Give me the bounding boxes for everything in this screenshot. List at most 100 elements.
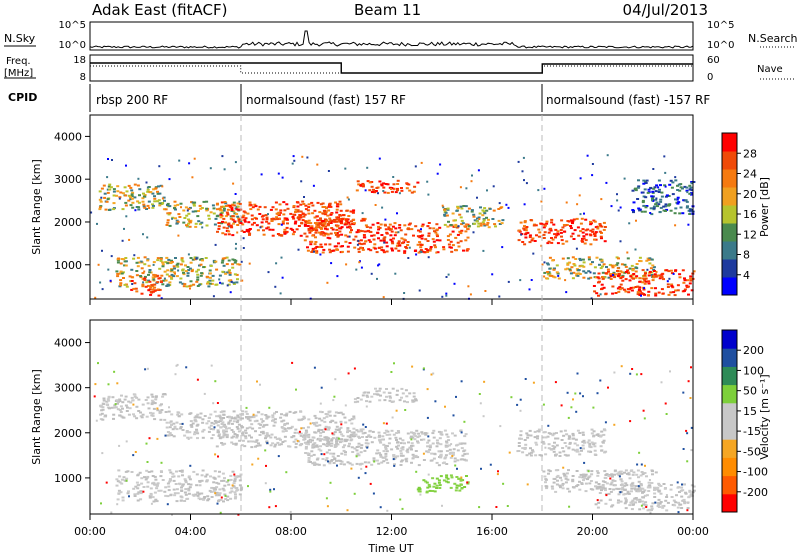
scatter-cell bbox=[314, 424, 318, 427]
scatter-cell bbox=[383, 191, 387, 194]
scatter-cell bbox=[346, 226, 350, 229]
scatter-cell bbox=[547, 443, 551, 446]
scatter-cell bbox=[352, 222, 356, 225]
scatter-cell bbox=[132, 454, 135, 457]
scatter-cell bbox=[168, 469, 172, 472]
scatter-cell bbox=[530, 451, 534, 454]
scatter-cell bbox=[118, 475, 122, 478]
scatter-cell bbox=[260, 173, 263, 176]
scatter-cell bbox=[257, 422, 261, 425]
scatter-cell bbox=[584, 218, 588, 221]
scatter-cell bbox=[590, 432, 594, 435]
scatter-cell bbox=[289, 227, 293, 230]
scatter-cell bbox=[407, 257, 410, 259]
nsky-trace bbox=[89, 30, 694, 49]
scatter-cell bbox=[210, 486, 214, 489]
scatter-cell bbox=[346, 196, 349, 199]
scatter-cell bbox=[359, 462, 363, 465]
scatter-cell bbox=[641, 473, 645, 476]
scatter-cell bbox=[232, 410, 236, 413]
scatter-cell bbox=[194, 222, 198, 225]
scatter-cell bbox=[309, 454, 313, 457]
scatter-cell bbox=[647, 274, 651, 277]
scatter-cell bbox=[507, 206, 510, 209]
scatter-cell bbox=[348, 462, 352, 465]
scatter-cell bbox=[398, 192, 401, 195]
scatter-cell bbox=[347, 221, 351, 224]
scatter-cell bbox=[575, 268, 579, 271]
scatter-cell bbox=[220, 418, 224, 421]
scatter-cell bbox=[561, 484, 564, 487]
scatter-cell bbox=[581, 258, 585, 261]
scatter-cell bbox=[291, 162, 294, 165]
scatter-cell bbox=[630, 501, 634, 504]
scatter-cell bbox=[510, 396, 513, 399]
scatter-cell bbox=[265, 440, 269, 443]
scatter-cell bbox=[123, 260, 127, 263]
scatter-cell bbox=[426, 180, 429, 183]
scatter-cell bbox=[640, 484, 643, 487]
scatter-cell bbox=[188, 431, 192, 434]
scatter-cell bbox=[455, 209, 459, 212]
scatter-cell bbox=[266, 226, 270, 229]
scatter-cell bbox=[170, 424, 173, 426]
scatter-cell bbox=[228, 491, 232, 494]
scatter-cell bbox=[227, 259, 231, 262]
scatter-cell bbox=[196, 268, 200, 271]
scatter-cell bbox=[657, 186, 660, 189]
scatter-cell bbox=[265, 464, 267, 467]
scatter-cell bbox=[143, 476, 146, 479]
scatter-cell bbox=[473, 222, 477, 225]
scatter-cell bbox=[453, 460, 457, 463]
scatter-cell bbox=[642, 195, 646, 198]
scatter-cell bbox=[327, 460, 329, 463]
scatter-cell bbox=[578, 273, 582, 275]
scatter-cell bbox=[276, 441, 280, 444]
scatter-cell bbox=[637, 185, 641, 188]
scatter-cell bbox=[608, 263, 612, 266]
scatter-cell bbox=[435, 233, 439, 236]
scatter-cell bbox=[118, 398, 122, 401]
scatter-cell bbox=[320, 246, 324, 248]
beam-label: Beam 11 bbox=[354, 1, 421, 19]
scatter-cell bbox=[441, 295, 444, 298]
scatter-cell bbox=[210, 421, 214, 424]
scatter-cell bbox=[281, 427, 285, 430]
scatter-cell bbox=[280, 256, 283, 259]
scatter-cell bbox=[459, 483, 463, 486]
scatter-cell bbox=[213, 223, 217, 226]
scatter-cell bbox=[556, 474, 560, 477]
scatter-cell bbox=[152, 261, 156, 264]
scatter-cell bbox=[499, 425, 502, 428]
scatter-cell bbox=[589, 220, 592, 223]
scatter-cell bbox=[329, 481, 332, 484]
scatter-cell bbox=[565, 433, 569, 436]
scatter-cell bbox=[423, 251, 427, 254]
scatter-cell bbox=[395, 439, 398, 441]
scatter-cell bbox=[232, 420, 236, 423]
scatter-cell bbox=[360, 247, 363, 250]
scatter-cell bbox=[585, 233, 589, 236]
scatter-cell bbox=[166, 202, 170, 205]
scatter-cell bbox=[687, 496, 691, 499]
scatter-cell bbox=[180, 206, 182, 209]
scatter-cell bbox=[315, 421, 319, 424]
scatter-cell bbox=[186, 266, 190, 268]
scatter-cell bbox=[227, 222, 231, 225]
velocity-ylabel: Slant Range [km] bbox=[30, 369, 43, 465]
scatter-cell bbox=[689, 277, 693, 280]
scatter-cell bbox=[365, 226, 369, 228]
scatter-cell bbox=[152, 481, 156, 484]
scatter-cell bbox=[528, 241, 532, 244]
scatter-cell bbox=[195, 270, 199, 273]
scatter-cell bbox=[298, 444, 302, 447]
scatter-cell bbox=[286, 207, 290, 210]
scatter-cell bbox=[191, 176, 194, 179]
y-tick-label: 1000 bbox=[54, 259, 82, 272]
scatter-cell bbox=[582, 270, 586, 273]
scatter-cell bbox=[327, 444, 330, 447]
scatter-cell bbox=[168, 478, 172, 480]
colorbar-swatch bbox=[722, 457, 737, 477]
scatter-cell bbox=[593, 220, 597, 223]
scatter-cell bbox=[463, 435, 467, 438]
